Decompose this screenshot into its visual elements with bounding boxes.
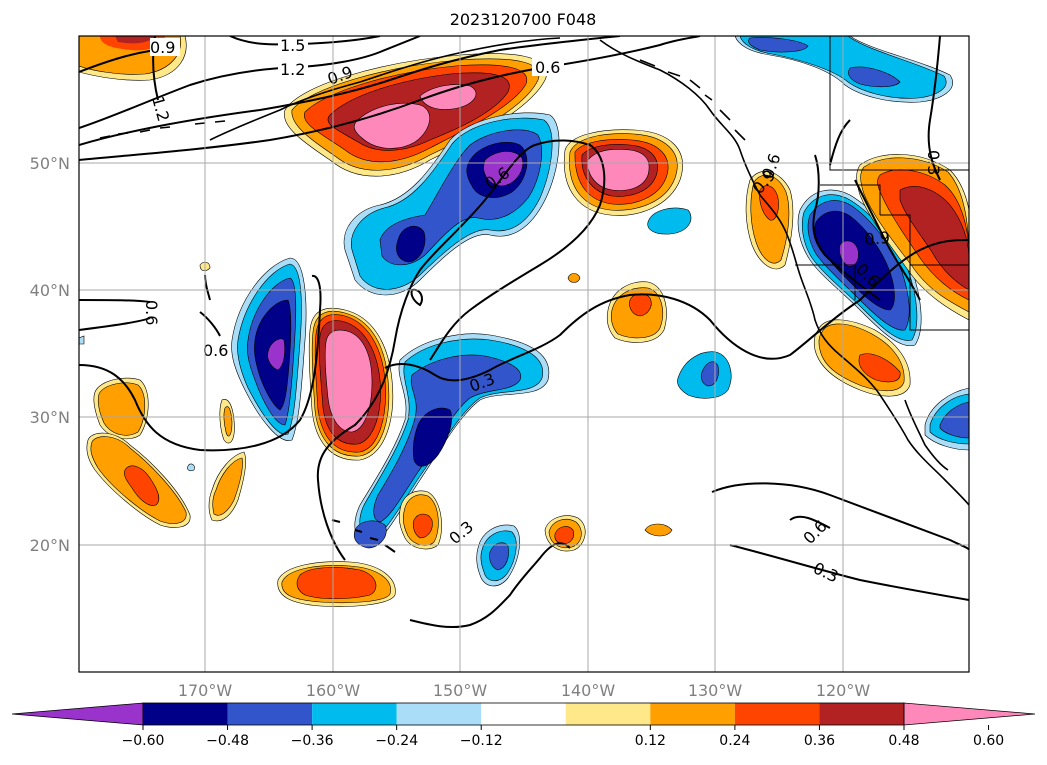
shade-small-negative-3 — [476, 524, 520, 587]
colorbar-frame — [142, 702, 905, 726]
contour-label: 0.9 — [864, 228, 891, 249]
lon-label: 170°W — [178, 681, 233, 700]
contour-label: 0.9 — [150, 38, 175, 57]
colorbar-extend-left — [11, 702, 144, 726]
shade-mid-positive — [563, 129, 683, 216]
shade-central-negative — [343, 112, 560, 296]
lon-label: 130°W — [688, 681, 743, 700]
shade-positive-152w — [398, 490, 442, 550]
contour-0.9-d — [927, 36, 941, 181]
contour-0.6-d — [79, 274, 322, 452]
contour-0.3-d — [729, 544, 969, 601]
shade-small-positive-a — [567, 273, 581, 283]
coastline-alaska — [209, 37, 561, 141]
shade-socal-positive — [813, 319, 911, 397]
contour-0.3-c — [711, 482, 969, 551]
contour-label: 1.5 — [280, 36, 305, 55]
contour-label: 0.6 — [142, 300, 161, 325]
coastline-baja — [904, 399, 949, 471]
colorbar-tick-label: −0.36 — [291, 733, 334, 749]
contour-label: 0.6 — [535, 58, 560, 77]
colorbar-tick-label: −0.60 — [122, 733, 165, 749]
shade-west-negative — [231, 257, 307, 441]
colorbar-swatch — [481, 703, 566, 725]
shade-south-negative — [353, 333, 550, 549]
figure-title: 2023120700 F048 — [450, 10, 597, 29]
coastline-us-west — [799, 274, 969, 506]
shade-positive-142w — [544, 515, 586, 552]
colorbar-tick-label: −0.48 — [206, 733, 249, 749]
colorbar-swatch — [143, 703, 228, 725]
colorbar-tick-label: 0.60 — [973, 733, 1004, 749]
shade-california-negative — [797, 189, 922, 347]
plot-area: 0.9 1.5 1.2 1.2 0.9 0.6 0.6 0.6 0.6 0.3 … — [79, 36, 969, 672]
contour-0.3-a — [384, 239, 969, 382]
colorbar-tick-label: −0.12 — [460, 733, 503, 749]
colorbar-swatch — [650, 703, 735, 725]
colorbar-tick-label: −0.24 — [375, 733, 418, 749]
contour-0.6-g — [789, 515, 831, 529]
colorbar-tick-label: 0.24 — [719, 733, 750, 749]
shade-se-negative — [924, 387, 969, 451]
lon-label: 120°W — [816, 681, 871, 700]
contour-0.6-e — [316, 139, 606, 561]
contour-0.9-c — [829, 119, 921, 301]
shade-small-negative — [647, 207, 692, 235]
colorbar: −0.60 −0.48 −0.36 −0.24 −0.12 0.12 0.24 0.36 0.4… — [11, 702, 1036, 749]
shade-interior-positive — [745, 154, 969, 321]
colorbar-extend-right — [903, 702, 1036, 726]
contour-label: 0.6 — [203, 341, 228, 360]
colorbar-swatch — [819, 703, 904, 725]
contour-0.3-b — [409, 542, 571, 629]
lat-label: 40°N — [30, 281, 70, 300]
lat-labels: 50°N 40°N 30°N 20°N — [30, 154, 70, 555]
colorbar-tick-label: 0.12 — [635, 733, 666, 749]
coastline-panhandle — [599, 39, 801, 276]
colorbar-swatch — [396, 703, 482, 725]
lon-labels: 170°W 160°W 150°W 140°W 130°W 120°W — [178, 681, 871, 700]
colorbar-tick-label: 0.48 — [888, 733, 919, 749]
lon-label: 160°W — [306, 681, 361, 700]
gridlines — [79, 36, 969, 672]
contour-0.6-b — [79, 299, 151, 331]
lon-label: 150°W — [433, 681, 488, 700]
contour-0.9-a — [79, 36, 621, 146]
hawaii-islands — [331, 519, 396, 553]
shade-south-positive — [277, 561, 396, 607]
colorbar-swatch — [565, 703, 651, 725]
lat-label: 50°N — [30, 154, 70, 173]
colorbar-tick-label: 0.36 — [804, 733, 835, 749]
contour-0.6-h — [812, 154, 881, 301]
colorbar-swatch — [734, 703, 820, 725]
plot-frame — [78, 35, 970, 673]
contour-lines — [79, 36, 969, 629]
contour-0.6-f — [410, 288, 423, 307]
colorbar-swatch — [312, 703, 397, 725]
shade-small-negative-2 — [677, 351, 732, 399]
contour-0.6-a — [79, 36, 701, 161]
colorbar-swatch — [227, 703, 313, 725]
lat-label: 30°N — [30, 408, 70, 427]
shade-farwest-positive — [86, 261, 246, 528]
contour-label: 1.2 — [280, 60, 305, 79]
anomaly-shading — [79, 36, 969, 607]
coastline-canada-islands — [639, 59, 746, 141]
state-borders — [795, 36, 969, 331]
lon-label: 140°W — [561, 681, 616, 700]
shade-small-positive-b — [644, 523, 673, 537]
lat-label: 20°N — [30, 536, 70, 555]
